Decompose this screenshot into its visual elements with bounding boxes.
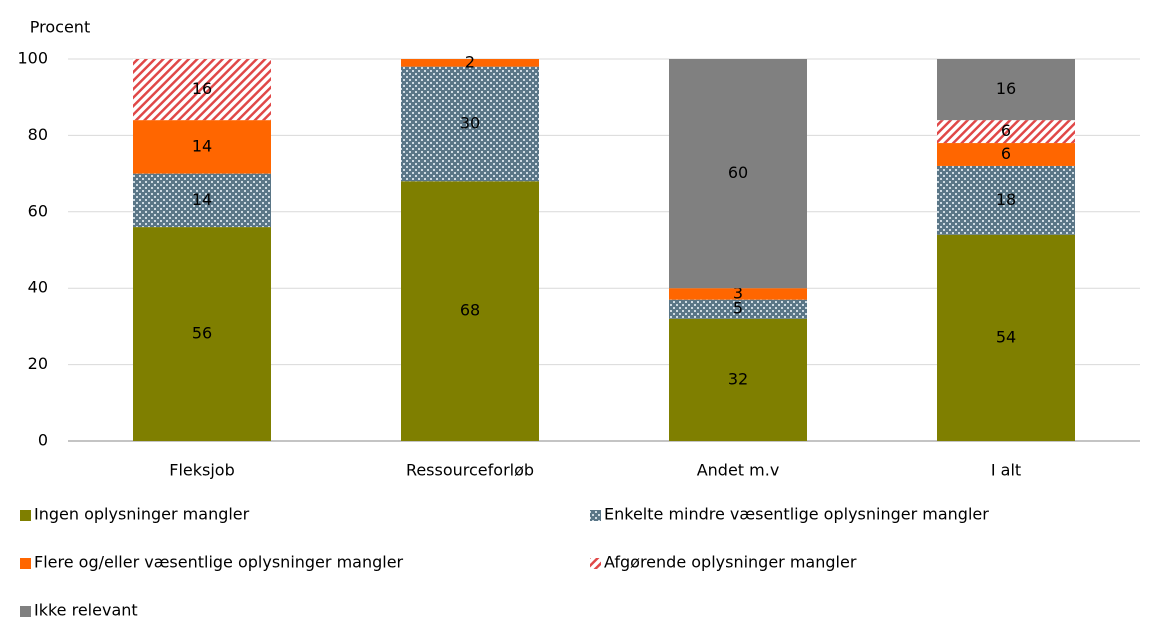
data-label: 16 — [996, 79, 1016, 98]
y-tick-label: 80 — [28, 125, 48, 144]
legend-swatch — [20, 510, 31, 521]
y-tick-label: 40 — [28, 278, 48, 297]
x-tick-label: I alt — [991, 461, 1021, 480]
y-tick-label: 60 — [28, 201, 48, 220]
legend-swatch — [20, 606, 31, 617]
x-tick-label: Fleksjob — [169, 461, 234, 480]
data-label: 2 — [465, 52, 475, 71]
bar-segment — [401, 66, 539, 182]
y-tick-label: 100 — [17, 49, 48, 68]
y-axis-label: Procent — [30, 18, 90, 37]
legend-swatch — [20, 558, 31, 569]
legend-label: Ingen oplysninger mangler — [34, 505, 250, 524]
legend-label: Enkelte mindre væsentlige oplysninger ma… — [604, 505, 989, 524]
bar-segment — [133, 173, 271, 228]
y-tick-label: 0 — [38, 431, 48, 450]
bar-segment — [937, 59, 1075, 121]
data-label: 56 — [192, 324, 212, 343]
legend-swatch — [590, 558, 601, 569]
bar-segment — [133, 120, 271, 174]
bar-segment — [937, 234, 1075, 441]
data-label: 3 — [733, 283, 743, 302]
data-label: 18 — [996, 190, 1016, 209]
data-label: 30 — [460, 113, 480, 132]
y-tick-label: 20 — [28, 354, 48, 373]
data-label: 14 — [192, 136, 212, 155]
x-tick-label: Ressourceforløb — [406, 461, 534, 480]
data-label: 5 — [733, 299, 743, 318]
data-label: 16 — [192, 79, 212, 98]
legend-label: Flere og/eller væsentlige oplysninger ma… — [34, 553, 404, 572]
bar-segment — [401, 181, 539, 442]
bar-segment — [669, 299, 807, 319]
bar-segment — [669, 288, 807, 300]
bar-segment — [669, 59, 807, 289]
data-label: 6 — [1001, 144, 1011, 163]
x-tick-label: Andet m.v — [697, 461, 780, 480]
data-label: 6 — [1001, 121, 1011, 140]
data-label: 54 — [996, 327, 1016, 346]
legend-label: Ikke relevant — [34, 601, 138, 619]
data-label: 68 — [460, 301, 480, 320]
bar-segment — [937, 165, 1075, 235]
legend-label: Afgørende oplysninger mangler — [604, 553, 857, 572]
data-label: 14 — [192, 190, 212, 209]
bar-segment — [937, 143, 1075, 166]
data-label: 60 — [728, 163, 748, 182]
bar-segment — [133, 59, 271, 121]
data-label: 32 — [728, 369, 748, 388]
bar-segment — [401, 59, 539, 67]
legend-swatch — [590, 510, 601, 521]
bar-segment — [669, 318, 807, 441]
bar-segment — [133, 227, 271, 441]
bar-segment — [937, 120, 1075, 144]
